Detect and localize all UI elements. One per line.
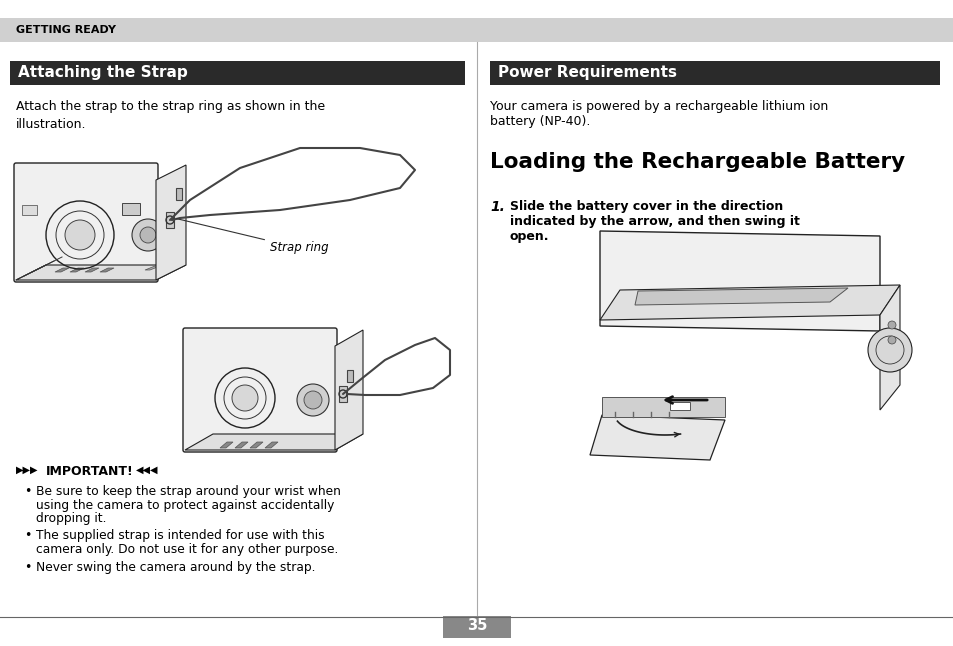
Circle shape (887, 336, 895, 344)
Polygon shape (335, 330, 363, 450)
Text: •: • (24, 530, 31, 543)
Text: GETTING READY: GETTING READY (16, 25, 116, 35)
Text: Loading the Rechargeable Battery: Loading the Rechargeable Battery (490, 152, 904, 172)
Bar (338, 386, 347, 402)
Text: open.: open. (510, 230, 549, 243)
Circle shape (140, 227, 156, 243)
FancyBboxPatch shape (183, 328, 336, 452)
Bar (347, 370, 353, 382)
Polygon shape (879, 285, 899, 410)
Bar (669, 402, 689, 410)
Bar (10, 61, 464, 85)
Text: Your camera is powered by a rechargeable lithium ion: Your camera is powered by a rechargeable… (490, 100, 827, 113)
Text: 1.: 1. (490, 200, 504, 214)
Polygon shape (635, 288, 847, 305)
Polygon shape (85, 268, 99, 272)
Circle shape (304, 391, 322, 409)
Text: •: • (24, 485, 31, 498)
Circle shape (887, 321, 895, 329)
FancyBboxPatch shape (14, 163, 158, 282)
Circle shape (132, 219, 164, 251)
Circle shape (65, 220, 95, 250)
Polygon shape (250, 442, 263, 448)
Bar (601, 397, 724, 417)
Text: Power Requirements: Power Requirements (497, 65, 677, 81)
Bar (22, 205, 37, 215)
Polygon shape (599, 231, 879, 331)
Text: ◀◀◀: ◀◀◀ (136, 465, 158, 475)
Polygon shape (265, 442, 277, 448)
Polygon shape (145, 266, 160, 270)
Text: dropping it.: dropping it. (36, 512, 107, 525)
Polygon shape (220, 442, 233, 448)
Text: •: • (24, 561, 31, 574)
Polygon shape (100, 268, 113, 272)
Text: battery (NP-40).: battery (NP-40). (490, 115, 590, 128)
Text: using the camera to protect against accidentally: using the camera to protect against acci… (36, 499, 334, 512)
Text: Be sure to keep the strap around your wrist when: Be sure to keep the strap around your wr… (36, 485, 340, 498)
Polygon shape (16, 265, 186, 280)
Text: The supplied strap is intended for use with this: The supplied strap is intended for use w… (36, 530, 324, 543)
Text: Strap ring: Strap ring (176, 218, 328, 255)
Text: IMPORTANT!: IMPORTANT! (46, 465, 133, 478)
Circle shape (867, 328, 911, 372)
Text: Never swing the camera around by the strap.: Never swing the camera around by the str… (36, 561, 315, 574)
Polygon shape (599, 285, 899, 320)
Polygon shape (185, 434, 363, 450)
Circle shape (232, 385, 257, 411)
Bar (0, 18, 953, 42)
Polygon shape (156, 165, 186, 280)
Polygon shape (70, 268, 84, 272)
Bar (175, 188, 182, 200)
Bar (442, 616, 511, 638)
Circle shape (296, 384, 329, 416)
Text: ▶▶▶: ▶▶▶ (16, 465, 38, 475)
Bar (490, 61, 939, 85)
Bar (166, 212, 173, 228)
Text: Slide the battery cover in the direction: Slide the battery cover in the direction (510, 200, 782, 213)
Polygon shape (55, 268, 69, 272)
Polygon shape (589, 415, 724, 460)
Text: Attaching the Strap: Attaching the Strap (18, 65, 188, 81)
Text: camera only. Do not use it for any other purpose.: camera only. Do not use it for any other… (36, 543, 338, 556)
Text: Attach the strap to the strap ring as shown in the
illustration.: Attach the strap to the strap ring as sh… (16, 100, 325, 131)
Bar (122, 203, 140, 215)
Text: indicated by the arrow, and then swing it: indicated by the arrow, and then swing i… (510, 215, 799, 228)
Text: 35: 35 (466, 618, 487, 634)
Polygon shape (234, 442, 248, 448)
